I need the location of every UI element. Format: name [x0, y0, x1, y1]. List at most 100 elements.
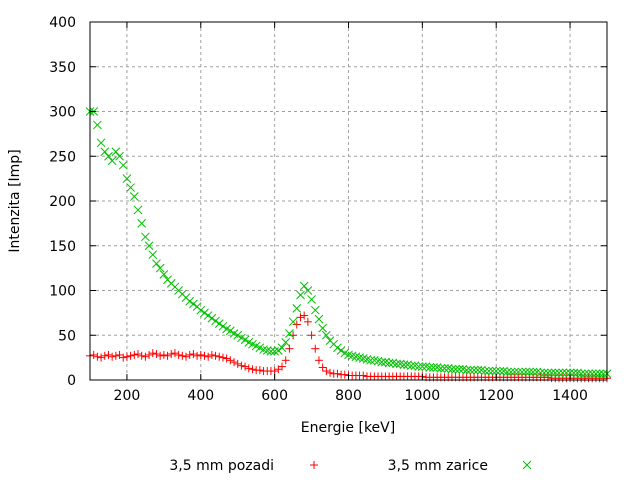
- data-point: [469, 365, 479, 375]
- data-point: [488, 366, 497, 376]
- data-point: [451, 364, 460, 374]
- x-tick-label: 600: [261, 388, 288, 404]
- data-point: [288, 317, 298, 327]
- data-point: [119, 353, 128, 362]
- data-point: [366, 355, 376, 365]
- data-point: [100, 351, 109, 360]
- data-point: [174, 350, 183, 359]
- legend-marker-icon: [310, 461, 318, 469]
- data-point: [514, 367, 523, 377]
- data-point: [458, 364, 468, 374]
- data-point: [107, 156, 117, 166]
- data-point: [418, 362, 427, 371]
- data-point: [307, 295, 316, 304]
- data-point: [318, 363, 327, 372]
- data-point: [278, 362, 287, 371]
- data-point: [211, 351, 220, 360]
- data-point: [395, 359, 405, 369]
- data-point: [255, 366, 264, 375]
- data-point: [399, 360, 409, 370]
- data-point: [499, 366, 508, 376]
- data-point: [152, 350, 161, 359]
- data-point: [111, 351, 120, 360]
- data-point: [595, 369, 604, 379]
- data-point: [259, 345, 268, 354]
- data-point: [204, 352, 213, 361]
- data-point: [155, 263, 165, 273]
- data-point: [262, 346, 272, 355]
- data-point: [281, 356, 290, 365]
- data-point: [381, 357, 390, 367]
- data-point: [118, 160, 128, 170]
- data-point: [454, 364, 464, 374]
- data-point: [277, 343, 287, 353]
- data-point: [473, 365, 483, 375]
- data-point: [333, 343, 342, 353]
- data-point: [141, 352, 150, 361]
- data-point: [89, 350, 98, 359]
- data-point: [591, 369, 601, 379]
- data-point: [189, 350, 198, 359]
- legend-marker-zarice: [522, 460, 532, 470]
- data-point: [189, 299, 198, 309]
- y-tick-label: 100: [49, 284, 76, 300]
- data-point: [314, 356, 323, 365]
- x-tick-label: 1000: [405, 388, 441, 404]
- data-point: [429, 363, 438, 372]
- y-tick-label: 250: [49, 149, 76, 165]
- data-point: [336, 346, 346, 355]
- data-point: [218, 321, 228, 331]
- data-point: [225, 326, 235, 336]
- data-point: [406, 361, 416, 371]
- data-point: [148, 349, 157, 358]
- x-axis-label: Energie [keV]: [301, 420, 395, 436]
- y-axis-label: Intenzita [Imp]: [7, 149, 23, 252]
- legend: 3,5 mm pozadi 3,5 mm zarice: [169, 458, 532, 474]
- y-tick-label: 0: [67, 373, 76, 389]
- data-point: [93, 120, 102, 130]
- data-point: [403, 360, 412, 370]
- data-point: [240, 335, 250, 345]
- data-point: [200, 308, 209, 318]
- data-point: [126, 351, 135, 360]
- data-point: [200, 351, 209, 360]
- data-point: [108, 352, 117, 361]
- data-point: [525, 367, 534, 377]
- data-point: [273, 346, 283, 355]
- data-point: [355, 353, 364, 362]
- data-point: [159, 350, 168, 359]
- data-point: [182, 352, 191, 361]
- data-point: [510, 367, 520, 377]
- data-point: [539, 368, 549, 378]
- data-point: [307, 331, 316, 340]
- data-point: [170, 349, 179, 358]
- data-point: [163, 351, 172, 360]
- data-point: [495, 366, 505, 376]
- data-point: [289, 331, 298, 340]
- data-point: [218, 353, 227, 362]
- data-point: [115, 151, 124, 161]
- data-point: [344, 350, 353, 360]
- y-tick-label: 150: [49, 239, 76, 255]
- data-point: [244, 364, 253, 373]
- data-point: [196, 350, 205, 359]
- data-point: [521, 367, 531, 377]
- data-point: [536, 368, 545, 378]
- data-point: [137, 351, 146, 360]
- y-tick-label: 50: [58, 328, 76, 344]
- data-point: [299, 281, 309, 291]
- data-point: [359, 371, 368, 380]
- data-point: [580, 369, 590, 379]
- data-point: [96, 138, 106, 148]
- data-point: [167, 350, 176, 359]
- data-point: [270, 367, 279, 376]
- data-point: [543, 368, 553, 378]
- data-point: [425, 363, 435, 372]
- data-point: [203, 311, 213, 320]
- axis-ticks: 200 400 600 800 1000 1200 1400 0 50 100 150 200 250 3…: [49, 15, 607, 404]
- data-point: [547, 368, 556, 378]
- x-tick-label: 400: [187, 388, 214, 404]
- data-point: [193, 351, 202, 360]
- data-point: [303, 286, 313, 295]
